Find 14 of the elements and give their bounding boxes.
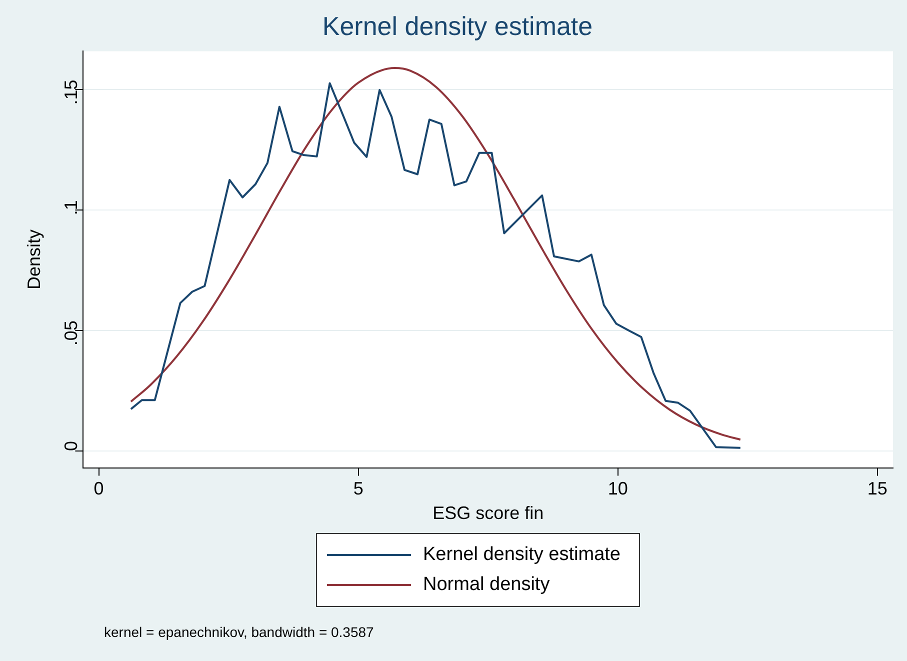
x-tick-label: 10 bbox=[608, 478, 628, 499]
x-axis-title: ESG score fin bbox=[432, 503, 544, 524]
legend-label: Normal density bbox=[423, 574, 550, 596]
legend-label: Kernel density estimate bbox=[423, 544, 620, 566]
y-tick-label: 0 bbox=[61, 440, 82, 451]
y-tick-label: .15 bbox=[61, 80, 82, 105]
x-tick-label: 5 bbox=[353, 478, 364, 499]
text: kernel = epanechnikov, bandwidth = 0.3587 bbox=[104, 624, 374, 640]
y-tick-label: .1 bbox=[61, 200, 82, 216]
y-axis-title: Density bbox=[24, 229, 44, 290]
x-tick-label: 15 bbox=[867, 478, 888, 499]
y-tick-label: .05 bbox=[61, 320, 82, 346]
x-tick-label: 0 bbox=[94, 478, 104, 499]
chart-title: Kernel density estimate bbox=[322, 10, 593, 41]
